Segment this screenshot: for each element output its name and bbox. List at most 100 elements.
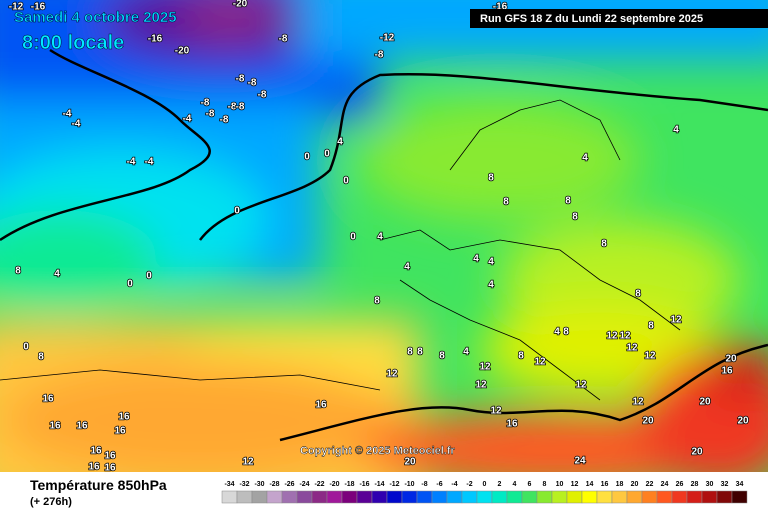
- legend-label: 30: [706, 481, 714, 488]
- contour-label: 4: [473, 254, 479, 265]
- contour-label: 12: [632, 397, 644, 408]
- contour-label: 12: [575, 380, 587, 391]
- legend-label: -32: [239, 481, 249, 488]
- contour-label: -12: [380, 33, 395, 44]
- forecast-time: 8:00 locale: [22, 32, 124, 54]
- contour-label: 16: [315, 400, 327, 411]
- legend-label: -28: [269, 481, 279, 488]
- contour-label: -8: [236, 74, 245, 85]
- lead-time: (+ 276h): [30, 496, 72, 508]
- legend-swatch: [641, 490, 658, 504]
- legend-label: -8: [421, 481, 427, 488]
- legend-label: 6: [528, 481, 532, 488]
- legend-swatch: [311, 490, 328, 504]
- legend-label: 12: [571, 481, 579, 488]
- legend-swatch: [341, 490, 358, 504]
- contour-label: 12: [644, 351, 656, 362]
- legend-swatch: [521, 490, 538, 504]
- contour-label: 8: [15, 266, 21, 277]
- contour-label: 8: [518, 351, 524, 362]
- legend-swatch: [626, 490, 643, 504]
- legend-swatch: [236, 490, 253, 504]
- legend-label: -22: [314, 481, 324, 488]
- contour-label: 16: [49, 421, 61, 432]
- contour-label: -4: [72, 119, 81, 130]
- legend-swatch: [686, 490, 703, 504]
- contour-label: 20: [737, 416, 749, 427]
- contour-label: -8: [248, 78, 257, 89]
- contour-label: 24: [574, 456, 586, 467]
- contour-label: 20: [699, 397, 711, 408]
- contour-label: 12: [479, 362, 491, 373]
- contour-label: -8: [206, 109, 215, 120]
- contour-label: 12: [242, 457, 254, 468]
- contour-label: 8: [439, 351, 445, 362]
- legend-label: 24: [661, 481, 669, 488]
- contour-label: 0: [343, 176, 349, 187]
- contour-label: 16: [118, 412, 130, 423]
- contour-label: 0: [23, 342, 29, 353]
- run-info: Run GFS 18 Z du Lundi 22 septembre 2025: [480, 13, 703, 25]
- contour-label: 16: [90, 446, 102, 457]
- legend-swatch: [461, 490, 478, 504]
- forecast-date: Samedi 4 octobre 2025: [14, 9, 177, 26]
- legend-label: -26: [284, 481, 294, 488]
- contour-label: 8: [374, 296, 380, 307]
- legend-swatch: [701, 490, 718, 504]
- contour-label: 12: [475, 380, 487, 391]
- contour-label: -16: [31, 2, 46, 13]
- contour-label: 8: [407, 347, 413, 358]
- legend-label: 32: [721, 481, 729, 488]
- contour-label: -8: [258, 90, 267, 101]
- legend-swatch: [281, 490, 298, 504]
- legend-swatch: [566, 490, 583, 504]
- legend-label: 18: [616, 481, 624, 488]
- legend: -34 -32 -30 -28 -26 -24 -22 -20 -18 -16 -14 -12 -10-…: [221, 481, 748, 504]
- contour-label: -8: [228, 102, 237, 113]
- legend-label: -10: [404, 481, 414, 488]
- legend-swatch: [431, 490, 448, 504]
- contour-label: 0: [127, 279, 133, 290]
- contour-label: 16: [506, 419, 518, 430]
- contour-label: 8: [572, 212, 578, 223]
- legend-swatch: [581, 490, 598, 504]
- contour-label: -8: [375, 50, 384, 61]
- contour-label: 8: [38, 352, 44, 363]
- legend-swatch: [596, 490, 613, 504]
- contour-label: 0: [234, 206, 240, 217]
- legend-label: 14: [586, 481, 594, 488]
- legend-label: -2: [466, 481, 472, 488]
- legend-swatch: [221, 490, 238, 504]
- contour-label: 16: [76, 421, 88, 432]
- contour-label: 20: [642, 416, 654, 427]
- legend-label: 20: [631, 481, 639, 488]
- contour-label: -20: [175, 46, 190, 57]
- contour-label: 4: [554, 327, 560, 338]
- legend-label: 16: [601, 481, 609, 488]
- contour-label: 12: [534, 357, 546, 368]
- legend-swatch: [446, 490, 463, 504]
- contour-label: 0: [146, 271, 152, 282]
- contour-label: 4: [463, 347, 469, 358]
- legend-label: -34: [224, 481, 234, 488]
- legend-label: -20: [329, 481, 339, 488]
- contour-label: 16: [104, 451, 116, 462]
- legend-label: 34: [736, 481, 744, 488]
- contour-label: 20: [691, 447, 703, 458]
- contour-label: 8: [417, 347, 423, 358]
- legend-swatch: [671, 490, 688, 504]
- legend-label: -4: [451, 481, 457, 488]
- contour-label: 4: [337, 137, 343, 148]
- contour-label: -12: [9, 2, 24, 13]
- contour-label: 8: [488, 173, 494, 184]
- legend-swatch: [326, 490, 343, 504]
- contour-label: 0: [350, 232, 356, 243]
- legend-label: 2: [498, 481, 502, 488]
- legend-label: 28: [691, 481, 699, 488]
- contour-label: 20: [404, 457, 416, 468]
- contour-label: 0: [324, 149, 330, 160]
- legend-label: 0: [483, 481, 487, 488]
- legend-swatch: [416, 490, 433, 504]
- legend-swatch: [536, 490, 553, 504]
